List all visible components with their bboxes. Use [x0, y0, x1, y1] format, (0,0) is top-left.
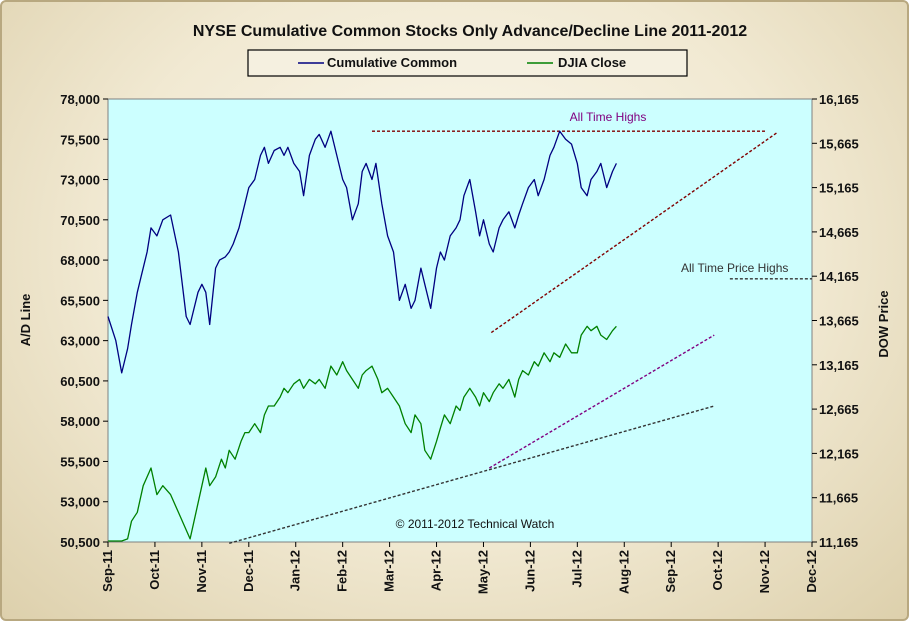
y-left-tick-label: 78,000	[60, 92, 100, 107]
y-left-tick-label: 65,500	[60, 293, 100, 308]
y-left-tick-label: 60,500	[60, 374, 100, 389]
series-lines-group	[107, 130, 617, 542]
trendline-3	[229, 405, 715, 545]
y-right-tick-label: 11,665	[819, 491, 858, 506]
y-right-tick-label: 15,665	[819, 136, 859, 151]
x-tick-label: Apr-12	[429, 550, 444, 591]
y-left-tick-label: 53,000	[60, 495, 100, 510]
copyright-note: © 2011-2012 Technical Watch	[396, 517, 555, 531]
x-tick-label: Oct-12	[710, 550, 725, 590]
y-left-tick-label: 68,000	[60, 253, 100, 268]
series-djia-close-line	[108, 325, 617, 542]
y-left-tick-label: 50,500	[60, 535, 100, 550]
y-left-tick-label: 63,000	[60, 334, 100, 349]
y-right-tick-label: 14,165	[819, 269, 859, 284]
legend-label-djia: DJIA Close	[558, 55, 626, 70]
x-tick-label: Feb-12	[335, 550, 350, 592]
y-right-tick-label: 13,665	[819, 314, 859, 329]
legend-label-cumulative: Cumulative Common	[327, 55, 457, 70]
x-tick-label: Jul-12	[569, 550, 584, 588]
y-left-tick-label: 55,500	[60, 454, 100, 469]
x-tick-label: May-12	[475, 550, 490, 594]
x-tick-label: Jun-12	[522, 550, 537, 592]
y-left-tick-label: 75,500	[60, 132, 100, 147]
chart-title: NYSE Cumulative Common Stocks Only Advan…	[193, 23, 747, 40]
x-tick-label: Nov-11	[194, 550, 209, 593]
trendline-0	[490, 132, 778, 334]
y-left-tick-label: 58,000	[60, 414, 100, 429]
x-tick-label: Dec-12	[804, 550, 819, 593]
y-right-tick-label: 15,165	[819, 181, 859, 196]
y-axis-right-label: DOW Price	[876, 290, 891, 357]
axes-group: 78,000 75,500 73,000 70,500 68,000 65,500 63,0…	[60, 92, 859, 594]
x-tick-label: Nov-12	[757, 550, 772, 593]
x-tick-label: Sep-12	[663, 550, 678, 593]
trendline-2	[488, 334, 715, 469]
x-tick-label: Mar-12	[382, 550, 397, 592]
x-tick-label: Jan-12	[288, 550, 303, 591]
y-right-tick-label: 11,165	[819, 535, 858, 550]
y-left-tick-label: 70,500	[60, 213, 100, 228]
annotation-all-time-price-highs: All Time Price Highs	[681, 261, 788, 275]
y-right-tick-label: 12,665	[819, 402, 859, 417]
y-left-tick-label: 73,000	[60, 173, 100, 188]
series-cumulative-common-line	[107, 130, 617, 374]
y-axis-left-label: A/D Line	[18, 294, 33, 347]
y-right-tick-label: 14,665	[819, 225, 859, 240]
y-right-tick-label: 12,165	[819, 446, 859, 461]
x-tick-label: Sep-11	[100, 550, 115, 592]
plot-area	[107, 98, 813, 543]
x-tick-label: Aug-12	[616, 550, 631, 594]
trendlines-group	[229, 130, 812, 545]
x-tick-label: Dec-11	[241, 550, 256, 592]
y-right-tick-label: 13,165	[819, 358, 859, 373]
annotation-all-time-highs: All Time Highs	[570, 110, 647, 124]
x-tick-label: Oct-11	[147, 550, 162, 590]
y-right-tick-label: 16,165	[819, 92, 859, 107]
